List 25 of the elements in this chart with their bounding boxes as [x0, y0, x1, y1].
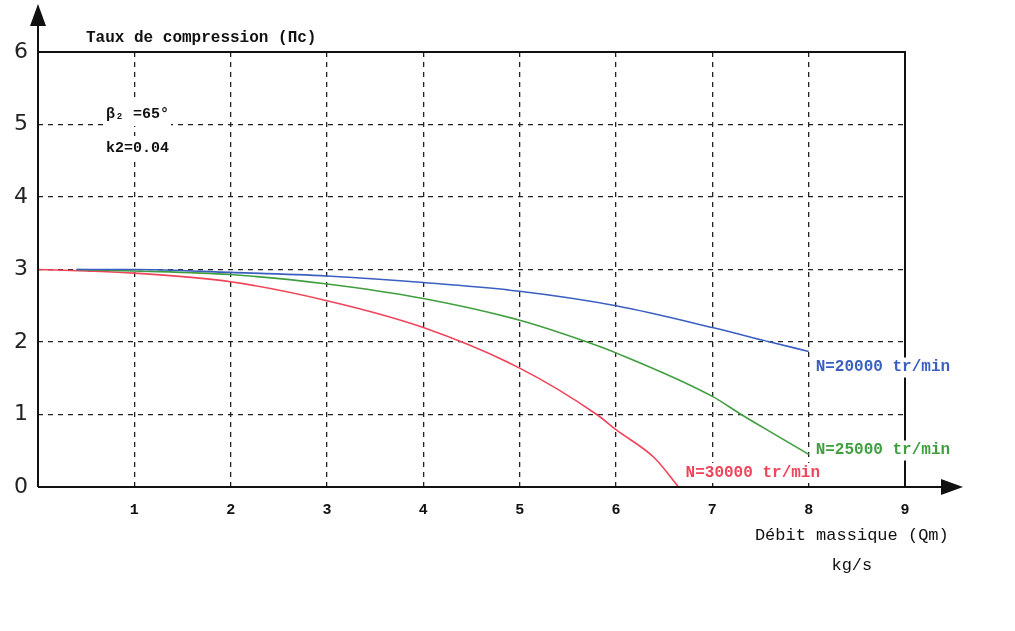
series-label: N=25000 tr/min	[815, 441, 951, 460]
x-axis-title: Débit massique (Qm) kg/s	[754, 526, 949, 575]
annotation: β₂ =65°	[106, 105, 170, 123]
y-tick-label: 1	[14, 400, 28, 426]
x-tick-label: 2	[226, 501, 236, 519]
x-tick-label: 5	[515, 501, 525, 519]
y-tick-label: 4	[14, 182, 28, 208]
y-tick-label: 2	[14, 327, 28, 353]
line-series	[75, 268, 810, 353]
x-tick-label: 3	[322, 501, 332, 519]
x-tick-label: 7	[707, 501, 717, 519]
y-tick-label: 0	[14, 472, 28, 498]
x-tick-label: 6	[611, 501, 621, 519]
y-tick-label: 5	[14, 110, 28, 136]
y-axis-title: Taux de compression (Πc)	[86, 29, 317, 48]
y-tick-label: 6	[14, 37, 28, 63]
x-tick-label: 9	[900, 501, 910, 519]
line-series	[38, 268, 680, 487]
x-tick-label: 1	[129, 501, 139, 519]
x-tick-label: 4	[418, 501, 428, 519]
series-label: N=30000 tr/min	[685, 464, 821, 483]
x-tick-label: 8	[804, 501, 814, 519]
y-tick-label: 3	[14, 255, 28, 281]
series-label: N=20000 tr/min	[815, 358, 951, 377]
annotation: k2=0.04	[106, 139, 170, 157]
